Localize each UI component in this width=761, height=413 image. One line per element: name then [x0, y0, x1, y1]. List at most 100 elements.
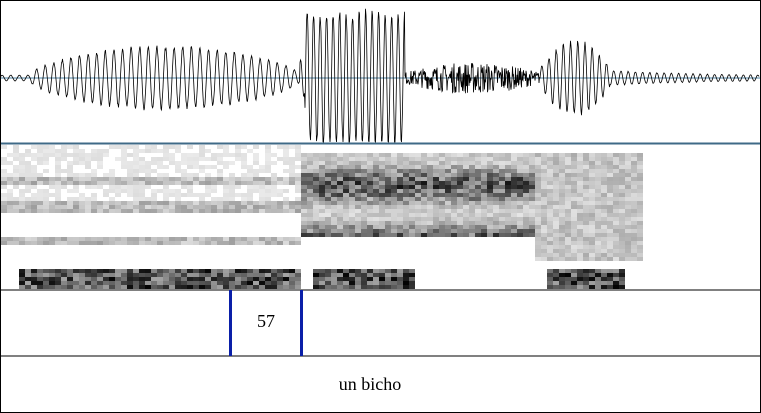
spectrogram-cell	[577, 169, 583, 173]
spectrogram-cell	[55, 193, 61, 197]
spectrogram-cell	[43, 269, 49, 273]
spectrogram-cell	[235, 209, 241, 213]
spectrogram-cell	[523, 225, 529, 229]
spectrogram-cell	[241, 181, 247, 185]
spectrogram-cell	[511, 229, 517, 233]
spectrogram-cell	[583, 197, 589, 201]
spectrogram-cell	[535, 229, 541, 233]
spectrogram-cell	[283, 189, 289, 193]
spectrogram-cell	[523, 217, 529, 221]
spectrogram-cell	[253, 189, 259, 193]
spectrogram-cell	[187, 165, 193, 169]
spectrogram-cell	[121, 201, 127, 205]
spectrogram-cell	[637, 161, 643, 165]
spectrogram-cell	[391, 185, 397, 189]
spectrogram-cell	[379, 201, 385, 205]
spectrogram-cell	[487, 153, 493, 157]
spectrogram-cell	[61, 241, 67, 245]
spectrogram-cell	[403, 273, 409, 277]
spectrogram-cell	[247, 281, 253, 285]
spectrogram-cell	[583, 277, 589, 281]
spectrogram-cell	[547, 201, 553, 205]
spectrogram-cell	[631, 205, 637, 209]
spectrogram-cell	[13, 157, 19, 161]
spectrogram-cell	[415, 161, 421, 165]
spectrogram-cell	[271, 209, 277, 213]
spectrogram-cell	[337, 169, 343, 173]
spectrogram-cell	[301, 193, 307, 197]
spectrogram-cell	[367, 181, 373, 185]
spectrogram-cell	[229, 193, 235, 197]
spectrogram-cell	[343, 201, 349, 205]
spectrogram-cell	[199, 237, 205, 241]
spectrogram-cell	[481, 201, 487, 205]
spectrogram-cell	[73, 145, 79, 149]
spectrogram-cell	[259, 285, 265, 289]
spectrogram-cell	[535, 205, 541, 209]
spectrogram-cell	[487, 193, 493, 197]
spectrogram-cell	[55, 209, 61, 213]
spectrogram-cell	[253, 237, 259, 241]
spectrogram-cell	[295, 145, 301, 149]
spectrogram-cell	[145, 237, 151, 241]
spectrogram-cell	[67, 169, 73, 173]
spectrogram-cell	[205, 185, 211, 189]
spectrogram-cell	[205, 189, 211, 193]
spectrogram-cell	[211, 277, 217, 281]
waveform	[0, 8, 760, 144]
spectrogram-cell	[301, 233, 307, 237]
spectrogram-cell	[403, 173, 409, 177]
spectrogram-cell	[91, 157, 97, 161]
spectrogram-cell	[277, 269, 283, 273]
spectrogram-cell	[127, 205, 133, 209]
spectrogram-cell	[253, 201, 259, 205]
spectrogram-cell	[637, 249, 643, 253]
spectrogram-cell	[391, 285, 397, 289]
spectrogram-cell	[121, 181, 127, 185]
spectrogram-cell	[607, 229, 613, 233]
spectrogram-cell	[253, 145, 259, 149]
spectrogram-cell	[217, 269, 223, 273]
spectrogram-cell	[349, 281, 355, 285]
spectrogram-cell	[1, 209, 7, 213]
spectrogram-cell	[169, 177, 175, 181]
spectrogram-cell	[49, 277, 55, 281]
spectrogram-cell	[505, 157, 511, 161]
spectrogram-cell	[187, 241, 193, 245]
spectrogram-cell	[535, 241, 541, 245]
spectrogram-cell	[19, 181, 25, 185]
spectrogram-cell	[199, 193, 205, 197]
spectrogram-cell	[355, 277, 361, 281]
spectrogram-cell	[1, 241, 7, 245]
spectrogram-cell	[319, 169, 325, 173]
spectrogram-cell	[421, 173, 427, 177]
spectrogram-cell	[361, 229, 367, 233]
spectrogram-cell	[7, 209, 13, 213]
spectrogram-cell	[373, 205, 379, 209]
spectrogram-cell	[337, 229, 343, 233]
spectrogram-cell	[541, 189, 547, 193]
spectrogram-cell	[313, 209, 319, 213]
spectrogram-cell	[13, 169, 19, 173]
spectrogram-cell	[547, 241, 553, 245]
spectrogram-cell	[565, 173, 571, 177]
spectrogram-cell	[205, 201, 211, 205]
spectrogram-cell	[235, 181, 241, 185]
spectrogram-cell	[289, 237, 295, 241]
spectrogram-cell	[73, 201, 79, 205]
spectrogram-cell	[157, 237, 163, 241]
spectrogram-cell	[145, 177, 151, 181]
spectrogram-cell	[469, 165, 475, 169]
spectrogram-cell	[283, 201, 289, 205]
spectrogram-cell	[595, 189, 601, 193]
spectrogram-cell	[337, 269, 343, 273]
spectrogram-cell	[193, 181, 199, 185]
spectrogram-cell	[391, 281, 397, 285]
spectrogram-cell	[577, 245, 583, 249]
spectrogram-cell	[619, 193, 625, 197]
spectrogram-cell	[427, 201, 433, 205]
spectrogram-cell	[613, 225, 619, 229]
spectrogram-cell	[193, 153, 199, 157]
spectrogram-cell	[397, 157, 403, 161]
spectrogram-cell	[565, 285, 571, 289]
